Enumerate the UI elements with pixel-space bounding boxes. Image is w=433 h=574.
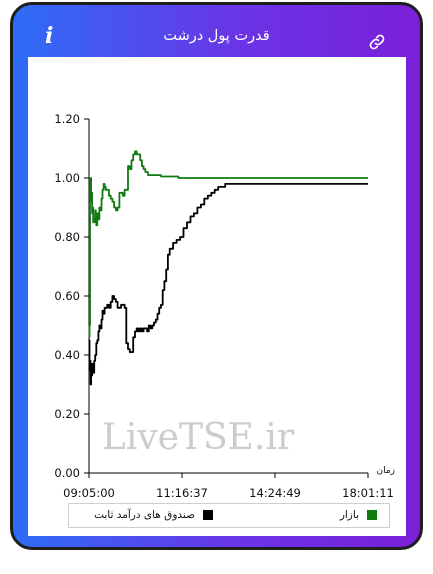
x-tick-label: 11:16:37 (156, 486, 208, 500)
legend-item-market[interactable]: بازار (340, 509, 377, 521)
legend-label-market: بازار (339, 509, 359, 521)
x-tick-label: 18:01:11 (342, 486, 394, 500)
y-tick-label: 1.20 (54, 112, 80, 126)
y-tick-label: 0.20 (54, 407, 80, 421)
x-tick-label: 14:24:49 (249, 486, 301, 500)
watermark-text: LiveTSE.ir (102, 417, 295, 458)
y-tick-label: 0.00 (54, 466, 80, 480)
link-icon[interactable] (368, 33, 386, 51)
series-line-market (88, 150, 368, 339)
page-title: قدرت پول درشت (163, 28, 270, 44)
y-tick-label: 1.00 (54, 171, 80, 185)
y-tick-label: 0.40 (54, 348, 80, 362)
chart-legend: بازار صندوق های درآمد ثابت (68, 503, 390, 528)
series-line-fixed-income (88, 183, 368, 386)
x-axis-title: زمان (376, 466, 395, 476)
chart-axes: 0.00 0.20 0.40 0.60 0.80 1.00 1.20 09:05:00 11:1… (54, 112, 395, 500)
line-chart: LiveTSE.ir 0.000.200.400.600.801.001.200… (54, 112, 395, 500)
y-tick-label: 0.60 (54, 289, 80, 303)
legend-swatch-fixed-income (203, 510, 213, 520)
legend-item-fixed-income[interactable]: صندوق های درآمد ثابت (94, 509, 213, 521)
app-frame: i قدرت پول درشت LiveTSE.ir 0.00 0.20 0.40 0… (10, 2, 423, 550)
legend-label-fixed-income: صندوق های درآمد ثابت (94, 509, 195, 521)
x-tick-label: 09:05:00 (63, 486, 115, 500)
chart-panel: LiveTSE.ir 0.00 0.20 0.40 0.60 0.80 1.00 1.20 0… (28, 57, 406, 536)
info-icon[interactable]: i (45, 23, 54, 49)
legend-swatch-market (367, 510, 377, 520)
chart-series (88, 150, 368, 386)
app-header: i قدرت پول درشت (13, 5, 420, 55)
y-tick-label: 0.80 (54, 230, 80, 244)
